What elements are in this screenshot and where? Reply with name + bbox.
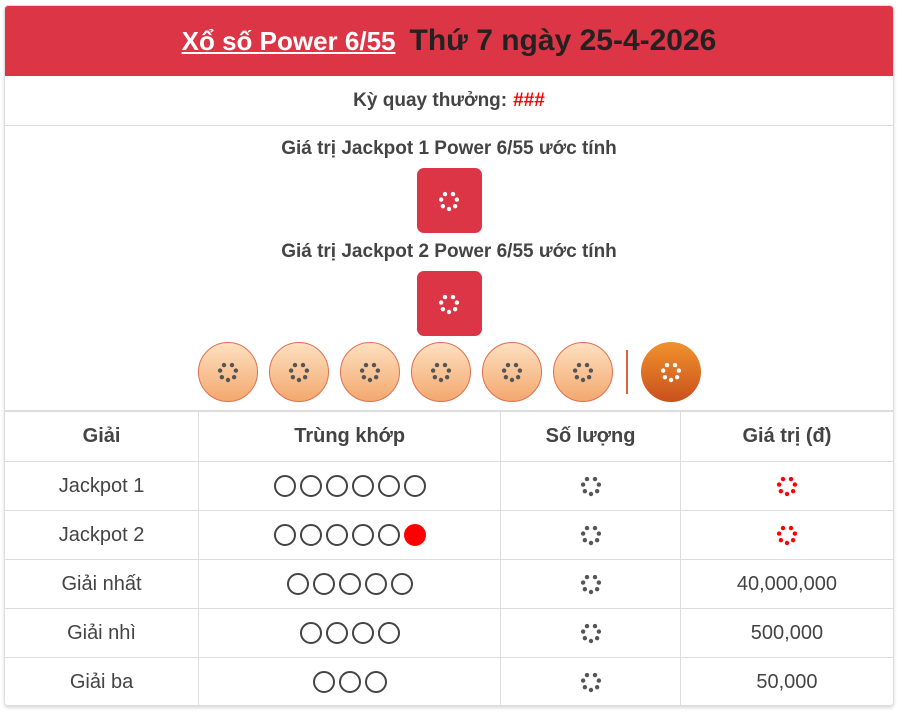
match-pattern: [198, 559, 501, 609]
match-circle-icon: [273, 475, 296, 498]
prize-value: 40,000,000: [736, 572, 837, 595]
loading-spinner-icon: [437, 292, 461, 316]
number-ball: [268, 342, 329, 402]
draw-number: Kỳ quay thưởng: ###: [5, 76, 893, 126]
match-circle-icon: [299, 622, 322, 645]
prize-value-cell: [679, 510, 893, 560]
match-circle-icon: [312, 671, 335, 694]
winner-count: [500, 559, 681, 609]
match-circle-icon: [377, 475, 400, 498]
match-circle-icon: [377, 622, 400, 645]
match-circle-icon: [325, 475, 348, 498]
loading-spinner-icon: [659, 360, 683, 384]
prize-value: 50,000: [756, 670, 818, 693]
loading-spinner-icon: [500, 360, 524, 384]
prize-value: 500,000: [750, 621, 824, 644]
loading-spinner-icon: [437, 189, 461, 213]
column-header: Số lượng: [500, 411, 681, 462]
match-circle-icon: [312, 573, 335, 596]
jackpot-section: Giá trị Jackpot 1 Power 6/55 ước tính Gi…: [5, 126, 893, 411]
match-circle-icon: [377, 524, 400, 547]
loading-spinner-icon: [287, 360, 311, 384]
number-ball: [410, 342, 471, 402]
winner-count: [500, 461, 681, 511]
result-balls: [5, 342, 893, 402]
table-row: Jackpot 1: [5, 461, 893, 511]
match-pattern: [198, 510, 501, 560]
prize-name: Jackpot 1: [5, 461, 199, 511]
match-circle-icon: [364, 671, 387, 694]
match-circle-icon: [351, 524, 374, 547]
match-circle-icon: [390, 573, 413, 596]
header: Xổ số Power 6/55 Thứ 7 ngày 25-4-2026: [5, 6, 893, 76]
match-pattern: [198, 461, 501, 511]
column-header: Trùng khớp: [198, 411, 501, 462]
table-row: Giải nhất 40,000,000: [5, 559, 893, 609]
loading-spinner-icon: [579, 572, 603, 596]
power-ball: [640, 342, 701, 402]
prize-name: Giải nhất: [5, 559, 199, 609]
match-circle-icon: [351, 475, 374, 498]
winner-count: [500, 608, 681, 658]
jackpot2-title: Giá trị Jackpot 2 Power 6/55 ước tính: [281, 241, 617, 262]
match-circle-icon: [325, 524, 348, 547]
prize-value-cell: 50,000: [679, 657, 893, 705]
match-circle-icon: [325, 622, 348, 645]
number-ball: [197, 342, 258, 402]
prize-value-cell: 40,000,000: [679, 559, 893, 609]
prize-name: Jackpot 2: [5, 510, 199, 560]
table-row: Giải ba 50,000: [5, 657, 893, 705]
draw-value: ###: [513, 89, 545, 111]
number-ball: [481, 342, 542, 402]
match-circle-icon: [338, 573, 361, 596]
match-pattern: [198, 657, 501, 705]
number-ball: [339, 342, 400, 402]
results-card: Xổ số Power 6/55 Thứ 7 ngày 25-4-2026 Kỳ…: [4, 5, 894, 706]
jackpot1-value: [416, 168, 482, 233]
loading-spinner-icon: [775, 523, 799, 547]
prize-value-cell: [679, 461, 893, 511]
loading-spinner-icon: [579, 670, 603, 694]
loading-spinner-icon: [775, 474, 799, 498]
match-circle-icon: [364, 573, 387, 596]
winner-count: [500, 657, 681, 705]
match-circle-icon: [273, 524, 296, 547]
draw-label: Kỳ quay thưởng:: [353, 89, 508, 111]
divider: [625, 350, 628, 394]
loading-spinner-icon: [579, 474, 603, 498]
table-row: Giải nhì 500,000: [5, 608, 893, 658]
loading-spinner-icon: [358, 360, 382, 384]
loading-spinner-icon: [579, 621, 603, 645]
column-header: Giá trị (đ): [679, 411, 893, 462]
column-header: Giải: [5, 411, 199, 462]
game-link[interactable]: Xổ số Power 6/55: [181, 25, 396, 56]
match-circle-icon: [299, 524, 322, 547]
match-circle-icon: [299, 475, 322, 498]
jackpot1-title: Giá trị Jackpot 1 Power 6/55 ước tính: [281, 138, 617, 159]
loading-spinner-icon: [429, 360, 453, 384]
prize-table: Giải Trùng khớp Số lượng Giá trị (đ) Jackpo…: [5, 411, 893, 705]
match-circle-icon: [403, 475, 426, 498]
match-circle-icon: [351, 622, 374, 645]
jackpot2-value: [416, 271, 482, 336]
prize-name: Giải nhì: [5, 608, 199, 658]
number-ball: [552, 342, 613, 402]
draw-date: Thứ 7 ngày 25-4-2026: [409, 24, 717, 57]
table-row: Jackpot 2: [5, 510, 893, 560]
prize-name: Giải ba: [5, 657, 199, 705]
loading-spinner-icon: [571, 360, 595, 384]
winner-count: [500, 510, 681, 560]
loading-spinner-icon: [579, 523, 603, 547]
match-circle-icon: [338, 671, 361, 694]
match-pattern: [198, 608, 501, 658]
power-match-icon: [403, 524, 426, 547]
prize-value-cell: 500,000: [679, 608, 893, 658]
match-circle-icon: [286, 573, 309, 596]
loading-spinner-icon: [216, 360, 240, 384]
